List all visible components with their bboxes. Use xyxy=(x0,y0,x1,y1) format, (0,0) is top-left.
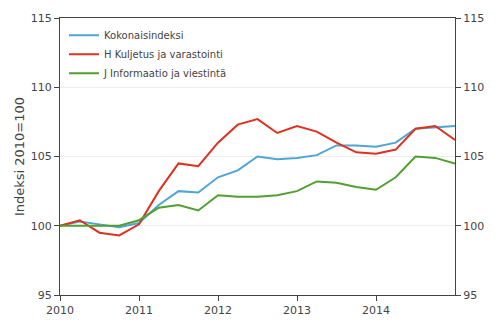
svg-text:105: 105 xyxy=(463,150,484,163)
svg-text:95: 95 xyxy=(38,289,52,302)
svg-text:2013: 2013 xyxy=(283,304,311,317)
svg-text:95: 95 xyxy=(463,289,477,302)
svg-text:H Kuljetus ja varastointi: H Kuljetus ja varastointi xyxy=(104,49,223,60)
svg-text:115: 115 xyxy=(463,12,484,25)
svg-text:2014: 2014 xyxy=(362,304,390,317)
svg-text:115: 115 xyxy=(31,12,52,25)
svg-text:J Informaatio ja viestintä: J Informaatio ja viestintä xyxy=(103,68,226,79)
svg-text:100: 100 xyxy=(463,220,484,233)
svg-text:2011: 2011 xyxy=(125,304,153,317)
svg-text:100: 100 xyxy=(31,220,52,233)
svg-text:110: 110 xyxy=(463,81,484,94)
svg-text:Kokonaisindeksi: Kokonaisindeksi xyxy=(104,30,184,41)
svg-text:110: 110 xyxy=(31,81,52,94)
svg-text:105: 105 xyxy=(31,150,52,163)
svg-text:Indeksi 2010=100: Indeksi 2010=100 xyxy=(12,97,27,216)
svg-text:2012: 2012 xyxy=(204,304,232,317)
svg-text:2010: 2010 xyxy=(46,304,74,317)
